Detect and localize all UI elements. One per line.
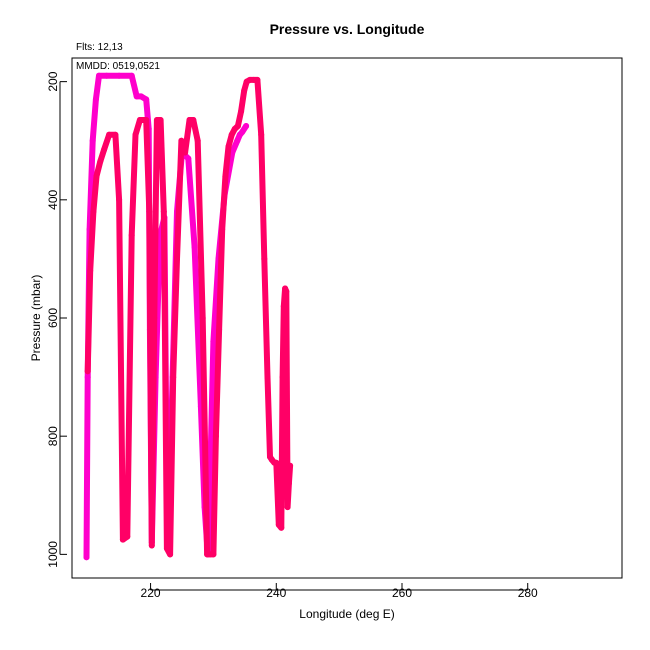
data-point — [285, 480, 292, 487]
data-point — [264, 374, 271, 381]
data-point — [278, 524, 285, 531]
data-point — [101, 146, 108, 153]
data-point — [90, 208, 97, 215]
data-point — [84, 374, 91, 381]
x-tick-label: 240 — [266, 586, 286, 600]
x-tick-label: 260 — [392, 586, 412, 600]
data-point — [228, 131, 235, 138]
y-tick-label: 200 — [46, 71, 60, 91]
data-point — [93, 173, 100, 180]
data-point — [128, 232, 135, 239]
y-tick-label: 1000 — [46, 541, 60, 568]
chart-title: Pressure vs. Longitude — [270, 21, 425, 37]
data-point — [178, 137, 185, 144]
data-point — [160, 208, 167, 215]
series-line-2 — [84, 76, 294, 558]
data-point — [97, 158, 104, 165]
data-point — [167, 551, 174, 558]
data-point — [238, 108, 245, 115]
data-point — [133, 93, 140, 100]
data-point — [87, 267, 94, 274]
data-point — [148, 542, 155, 549]
data-point — [96, 72, 102, 79]
data-point — [280, 303, 287, 310]
data-point — [143, 117, 150, 123]
data-point — [194, 137, 201, 144]
data-point — [138, 93, 145, 100]
data-point — [207, 468, 214, 475]
y-tick-label: 400 — [46, 189, 60, 209]
data-point — [258, 131, 265, 138]
data-point — [261, 255, 268, 262]
data-point — [283, 288, 290, 295]
data-point — [239, 128, 246, 135]
data-point — [219, 226, 226, 233]
data-point — [210, 338, 217, 345]
data-point — [119, 536, 126, 543]
data-point — [243, 123, 250, 129]
data-point — [128, 72, 135, 79]
x-tick-label: 220 — [141, 586, 161, 600]
data-point — [146, 208, 153, 215]
data-point — [116, 196, 123, 203]
data-point — [182, 149, 189, 156]
dates-annotation: MMDD: 0519,0521 — [76, 61, 160, 72]
y-tick-label: 600 — [46, 308, 60, 328]
data-point — [92, 96, 99, 103]
data-point — [89, 137, 96, 144]
data-point — [234, 137, 241, 144]
data-point — [254, 76, 261, 83]
plot-frame — [71, 57, 623, 579]
data-point — [157, 117, 164, 123]
data-point — [84, 368, 91, 375]
data-point — [163, 545, 170, 552]
data-point — [106, 131, 113, 138]
data-point — [185, 155, 192, 162]
data-point — [212, 433, 219, 440]
data-point — [234, 123, 241, 129]
data-point — [191, 244, 198, 251]
data-point — [132, 131, 139, 138]
data-point — [190, 117, 197, 123]
data-point — [151, 315, 158, 321]
data-point — [241, 87, 248, 94]
x-axis-label: Longitude (deg E) — [299, 607, 394, 621]
data-point — [225, 143, 232, 150]
data-point — [112, 131, 119, 138]
series-layer — [83, 72, 294, 561]
y-axis: 200 400 600 800 1000 — [46, 71, 67, 568]
data-point — [170, 374, 177, 381]
data-point — [273, 459, 280, 466]
data-point — [284, 504, 291, 511]
data-point — [210, 551, 217, 558]
data-point — [287, 462, 294, 469]
y-axis-label: Pressure (mbar) — [29, 275, 43, 362]
data-point — [216, 326, 223, 333]
data-point — [199, 315, 206, 321]
data-point — [124, 533, 131, 540]
data-point — [103, 72, 110, 79]
flights-annotation: Flts: 12,13 — [76, 42, 123, 53]
data-point — [222, 173, 229, 180]
data-point — [279, 374, 286, 381]
y-tick-label: 800 — [46, 426, 60, 446]
data-point — [116, 72, 123, 79]
data-point — [143, 96, 150, 103]
x-axis: 220 240 260 280 — [141, 583, 538, 600]
x-tick-label: 280 — [518, 586, 538, 600]
data-point — [174, 255, 180, 262]
data-point — [83, 554, 90, 561]
